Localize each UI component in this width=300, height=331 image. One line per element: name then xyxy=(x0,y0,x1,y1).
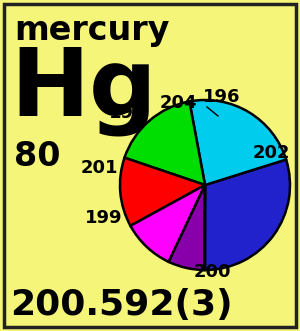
Wedge shape xyxy=(130,185,205,262)
Text: Hg: Hg xyxy=(10,44,157,136)
Text: 201: 201 xyxy=(80,159,118,177)
Text: 199: 199 xyxy=(85,209,123,227)
Text: 200.592(3): 200.592(3) xyxy=(10,288,232,322)
Wedge shape xyxy=(124,101,205,185)
Text: 204: 204 xyxy=(159,94,197,112)
Text: 196: 196 xyxy=(203,88,241,106)
Wedge shape xyxy=(189,100,286,185)
Wedge shape xyxy=(169,185,205,270)
Text: 198: 198 xyxy=(109,104,147,122)
Wedge shape xyxy=(204,185,205,270)
Wedge shape xyxy=(205,160,290,270)
Text: 200: 200 xyxy=(193,263,231,281)
Text: mercury: mercury xyxy=(14,14,169,47)
Wedge shape xyxy=(120,158,205,226)
Text: 202: 202 xyxy=(252,144,290,162)
Text: 80: 80 xyxy=(14,140,61,173)
